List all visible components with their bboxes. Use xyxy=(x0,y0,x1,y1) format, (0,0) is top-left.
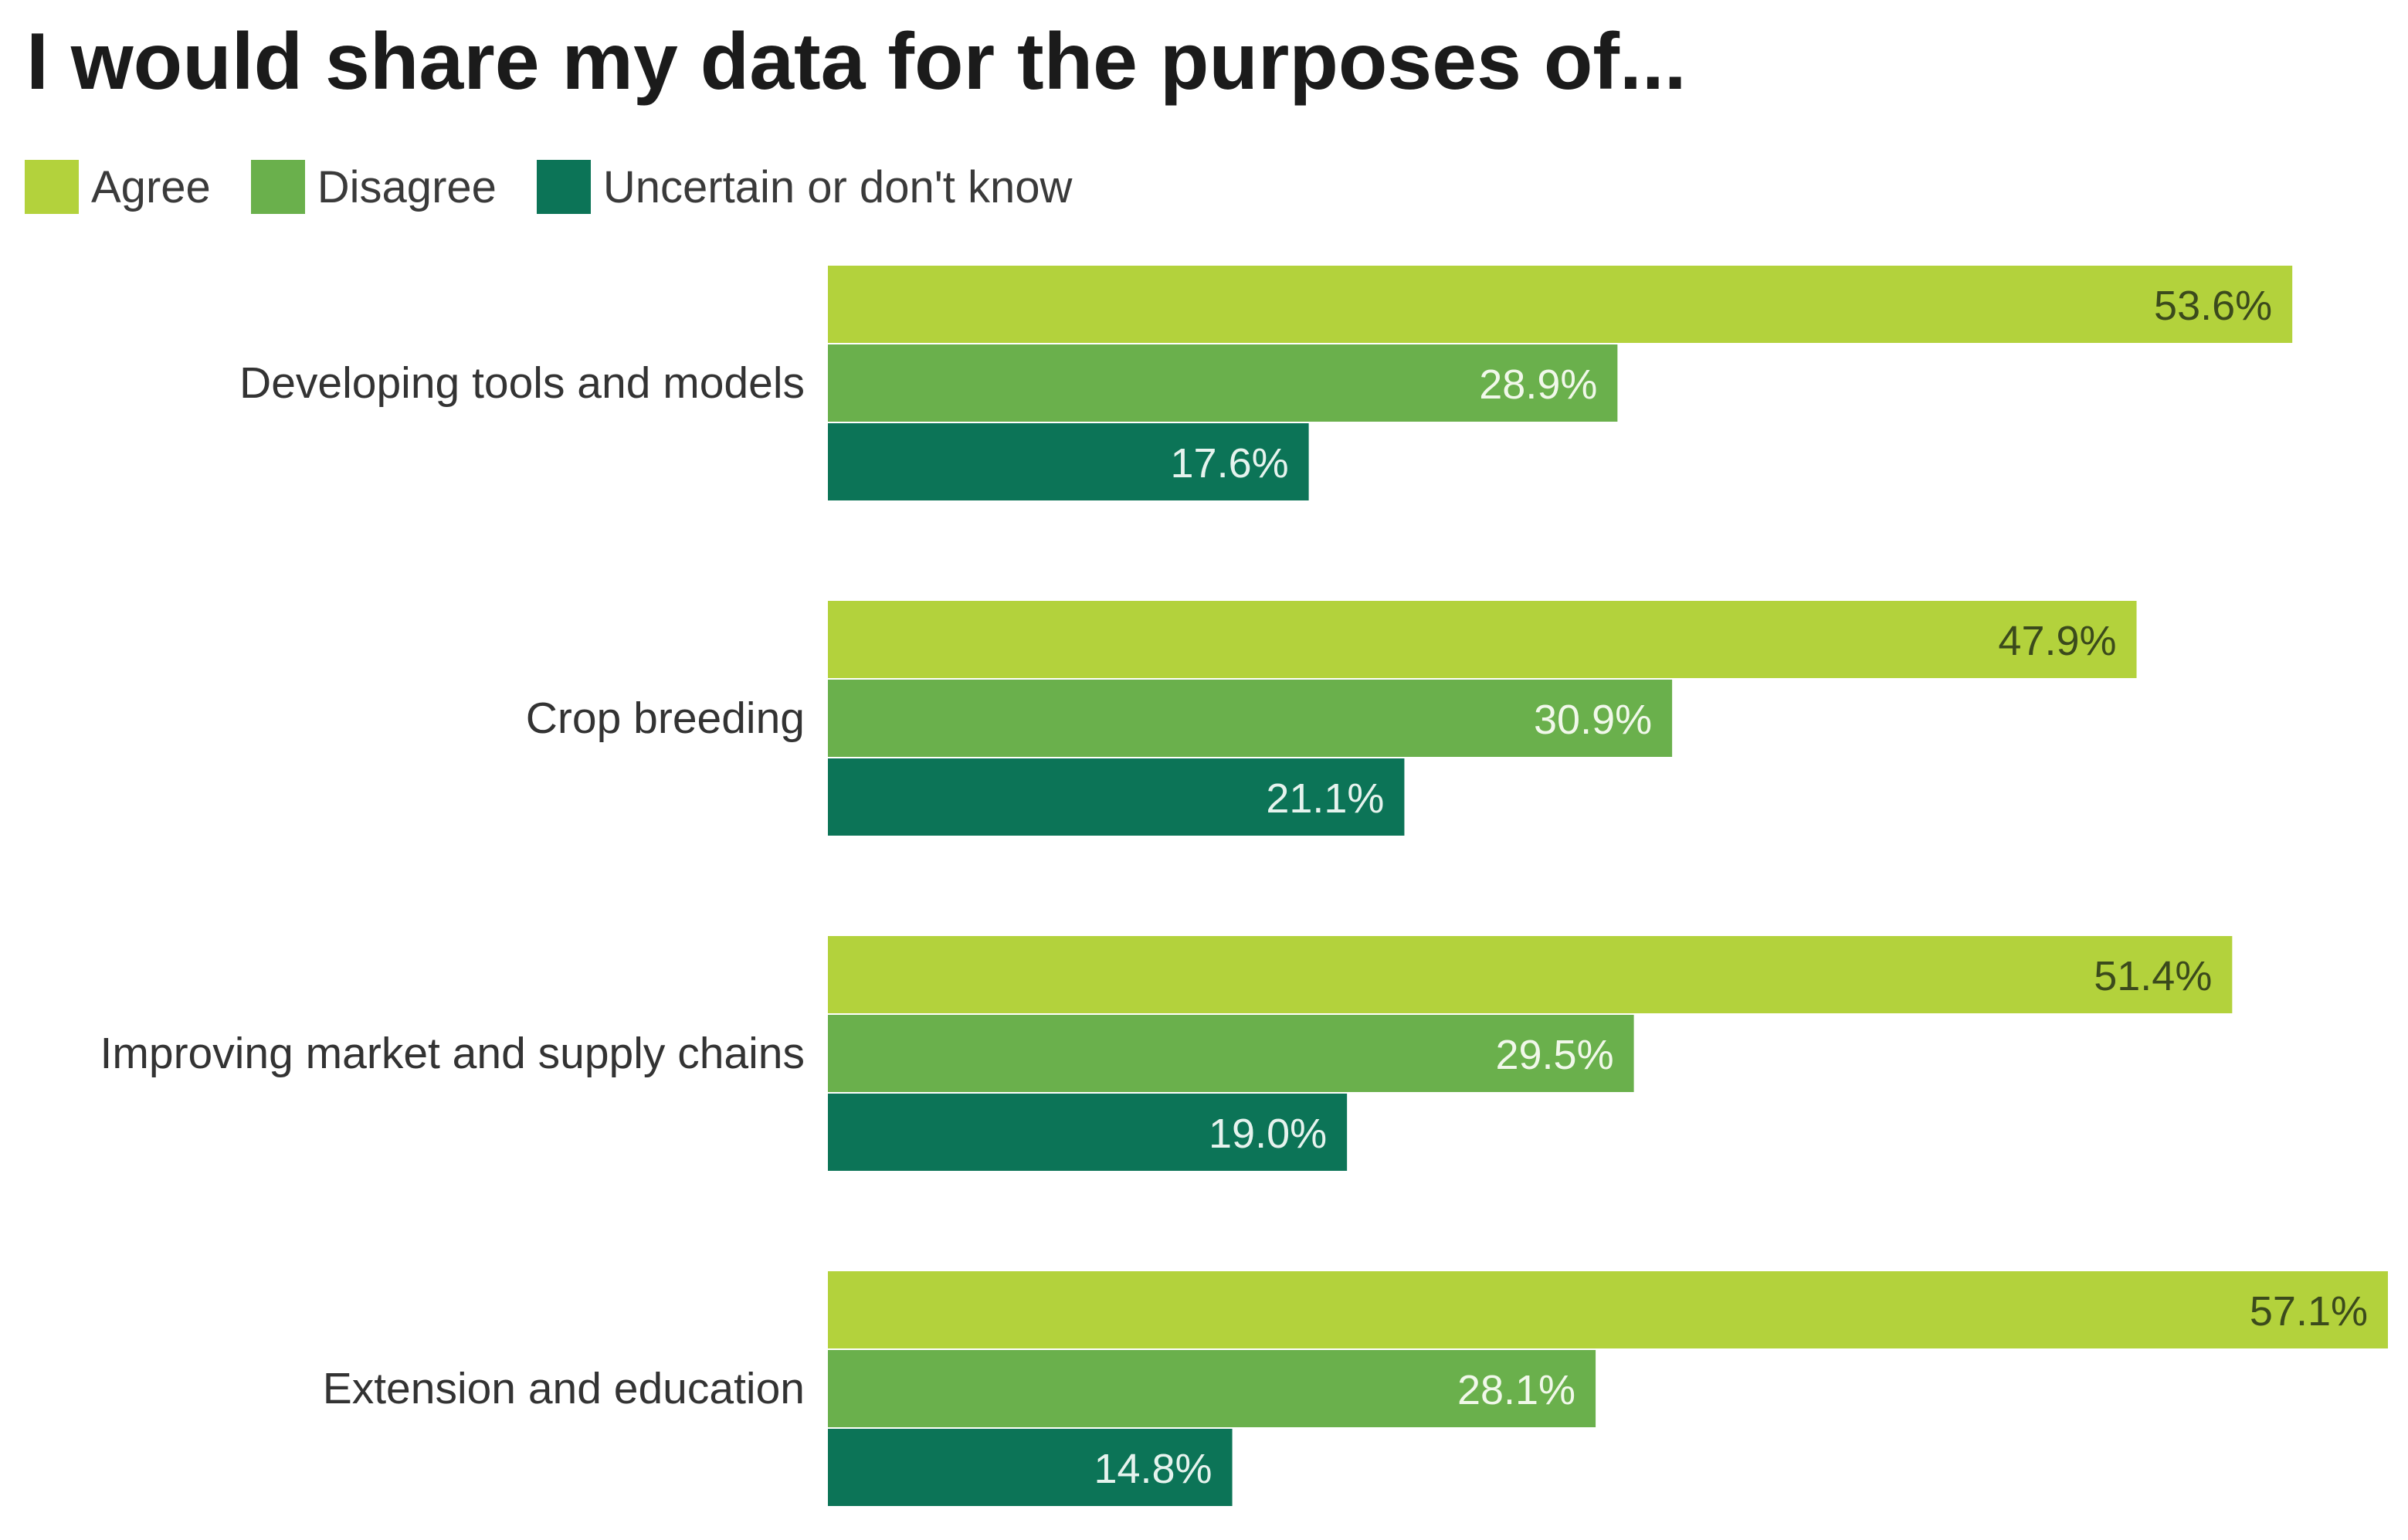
value-label-developing-tools-and-models-uncertain-or-don-t-know: 17.6% xyxy=(1171,440,1289,487)
bar-improving-market-and-supply-chains-uncertain-or-don-t-know xyxy=(828,1094,1348,1171)
legend-label: Uncertain or don't know xyxy=(602,161,1073,212)
bar-crop-breeding-disagree xyxy=(828,680,1673,757)
value-label-crop-breeding-uncertain-or-don-t-know: 21.1% xyxy=(1266,775,1384,822)
value-label-extension-and-education-uncertain-or-don-t-know: 14.8% xyxy=(1094,1446,1212,1492)
bar-extension-and-education-agree xyxy=(828,1271,2388,1348)
chart-title: I would share my data for the purposes o… xyxy=(26,17,1687,107)
value-label-crop-breeding-disagree: 30.9% xyxy=(1534,697,1652,743)
bar-developing-tools-and-models-agree xyxy=(828,266,2293,343)
category-label-developing-tools-and-models: Developing tools and models xyxy=(239,358,805,408)
bar-improving-market-and-supply-chains-agree xyxy=(828,936,2233,1013)
legend-label: Disagree xyxy=(317,161,497,212)
value-label-improving-market-and-supply-chains-uncertain-or-don-t-know: 19.0% xyxy=(1209,1111,1327,1157)
category-label-crop-breeding: Crop breeding xyxy=(526,694,805,743)
legend-swatch xyxy=(536,160,591,214)
legend-swatch xyxy=(25,160,79,214)
value-label-improving-market-and-supply-chains-agree: 51.4% xyxy=(2094,953,2212,999)
value-label-extension-and-education-agree: 57.1% xyxy=(2250,1288,2368,1335)
value-label-developing-tools-and-models-agree: 53.6% xyxy=(2154,283,2272,329)
bar-crop-breeding-uncertain-or-don-t-know xyxy=(828,758,1405,836)
value-label-extension-and-education-disagree: 28.1% xyxy=(1457,1367,1575,1413)
legend-item-disagree: Disagree xyxy=(250,160,497,214)
value-label-improving-market-and-supply-chains-disagree: 29.5% xyxy=(1495,1032,1613,1078)
value-label-crop-breeding-agree: 47.9% xyxy=(1998,618,2116,664)
value-label-developing-tools-and-models-disagree: 28.9% xyxy=(1479,361,1597,408)
legend-swatch xyxy=(250,160,305,214)
bar-improving-market-and-supply-chains-disagree xyxy=(828,1015,1634,1092)
legend-item-agree: Agree xyxy=(25,160,211,214)
bar-crop-breeding-agree xyxy=(828,601,2137,678)
category-label-improving-market-and-supply-chains: Improving market and supply chains xyxy=(100,1029,805,1078)
bar-extension-and-education-uncertain-or-don-t-know xyxy=(828,1429,1233,1506)
legend-item-uncertain-or-don-t-know: Uncertain or don't know xyxy=(536,160,1073,214)
bar-extension-and-education-disagree xyxy=(828,1350,1596,1427)
bar-developing-tools-and-models-uncertain-or-don-t-know xyxy=(828,423,1309,500)
category-label-extension-and-education: Extension and education xyxy=(323,1364,805,1413)
bar-developing-tools-and-models-disagree xyxy=(828,344,1618,422)
legend: Agree Disagree Uncertain or don't know xyxy=(25,158,1112,216)
legend-label: Agree xyxy=(91,161,211,212)
